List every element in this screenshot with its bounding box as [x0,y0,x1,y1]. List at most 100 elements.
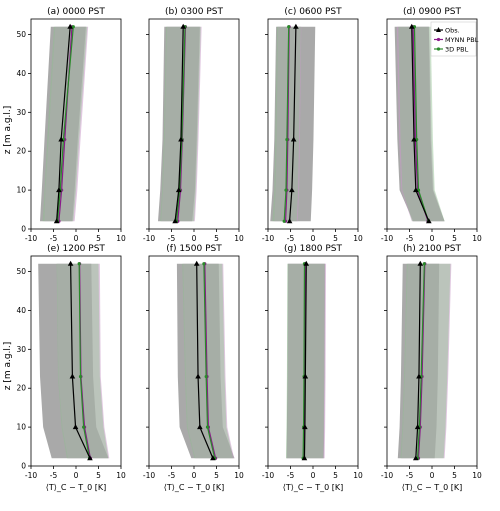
x-tick-label: 10 [472,471,482,480]
pbl3d-band-area [398,26,445,222]
x-tick-label: -5 [168,234,176,243]
panel-title: (h) 2100 PST [403,244,461,254]
mynn-band-area [396,26,445,222]
x-tick-label: -5 [168,471,176,480]
legend-label: Obs. [445,27,460,35]
obs-marker [302,424,308,430]
pbl3d-marker [71,25,75,29]
pbl3d-band-area [56,263,109,459]
obs-marker [180,23,186,29]
y-axis-label-top: z [m a.g.l.] [3,106,13,155]
obs-marker [417,260,424,266]
mynn-band-area [57,263,110,459]
x-tick-label: -5 [50,471,58,480]
panel-0: (a) 0000 PST -10 -5 0 5 10 0 10 20 30 40 50 [16,7,126,243]
x-tick-label: -10 [262,471,274,480]
obs-line [303,263,307,459]
obs-marker [210,455,216,461]
x-tick-label: -10 [25,234,37,243]
obs-marker [302,373,309,379]
x-axis-label: ⟨T⟩_C − T_0 [K] [402,483,463,492]
pbl3d-marker [287,25,291,29]
mynn-line [204,263,217,459]
x-tick-label: -10 [262,234,274,243]
obs-marker [416,373,422,379]
x-tick-label: 5 [96,471,101,480]
y-axis-label-bottom: z [m a.g.l.] [3,342,13,391]
panel-3: (d) 0900 PST -10 -5 0 5 10 Obs.MYNN PBL 3D PBL [381,7,482,243]
x-tick-label: 0 [74,471,79,480]
x-tick-label: -10 [143,471,155,480]
x-tick-label: 5 [333,471,338,480]
x-tick-label: -5 [406,234,414,243]
x-tick-label: 0 [311,234,316,243]
panel-title: (g) 1800 PST [284,244,343,254]
x-tick-label: -5 [50,234,58,243]
pbl3d-line [413,26,429,222]
y-tick-label: 50 [16,267,26,276]
obs-marker [414,424,421,430]
x-tick-label: -10 [143,234,155,243]
x-axis-label: ⟨T⟩_C − T_0 [K] [164,483,225,492]
obs-marker [408,23,415,29]
x-tick-label: 0 [192,234,197,243]
panel-title: (f) 1500 PST [166,244,222,254]
x-tick-label: -10 [25,471,37,480]
obs-marker [301,455,308,461]
pbl3d-line [203,263,216,459]
x-tick-label: 10 [234,471,244,480]
obs-marker [172,218,178,224]
pbl3d-line [78,263,91,459]
legend-marker [436,37,441,42]
mynn-line [417,263,426,459]
pbl3d-line [283,26,290,222]
x-tick-label: 5 [452,234,457,243]
x-tick-label: 10 [472,234,482,243]
x-tick-label: 10 [116,234,126,243]
panel-4: (e) 1200 PST -10 -5 0 5 10 0 10 20 30 40 50 ⟨T⟩_C − … [16,244,126,492]
x-tick-label: 0 [192,471,197,480]
y-tick-label: 10 [16,423,26,432]
x-axis-label: ⟨T⟩_C − T_0 [K] [283,483,344,492]
obs-line [196,263,214,459]
panel-title: (d) 0900 PST [403,7,462,17]
x-tick-label: 5 [214,471,219,480]
panel-title: (c) 0600 PST [284,7,342,17]
panel-5: (f) 1500 PST -10 -5 0 5 10 ⟨T⟩_C − T_0 [K] [143,244,244,492]
mynn-band-area [183,263,235,459]
obs-marker [197,424,203,430]
x-tick-label: -10 [381,471,393,480]
y-tick-label: 0 [21,462,26,471]
obs-marker [67,260,74,266]
y-tick-label: 10 [16,186,26,195]
x-tick-label: -10 [381,234,393,243]
obs-line [415,263,421,459]
x-tick-label: -5 [287,234,295,243]
x-tick-label: 10 [234,234,244,243]
obs-marker [58,136,64,142]
pbl3d-marker [422,262,426,266]
x-tick-label: 0 [311,471,316,480]
legend-marker [436,47,441,51]
obs-marker [193,260,200,266]
x-tick-label: -5 [406,471,414,480]
x-tick-label: 0 [430,471,435,480]
panel-6: (g) 1800 PST -10 -5 0 5 10 ⟨T⟩_C − T_0 [K] [262,244,363,492]
mynn-band-area [286,263,327,459]
pbl3d-marker [82,425,86,429]
obs-marker [69,373,76,379]
x-tick-label: 5 [96,234,101,243]
legend-marker [436,27,441,32]
obs-line [70,263,91,459]
mynn-line [284,26,290,222]
obs-marker [413,455,419,461]
pbl3d-marker [78,374,83,379]
panel-7: (h) 2100 PST -10 -5 0 5 10 ⟨T⟩_C − T_0 [K] [381,244,482,492]
x-tick-label: 0 [430,234,435,243]
y-tick-label: 20 [16,147,26,156]
obs-line [411,26,430,222]
y-tick-label: 30 [16,108,26,117]
x-tick-label: 5 [452,471,457,480]
